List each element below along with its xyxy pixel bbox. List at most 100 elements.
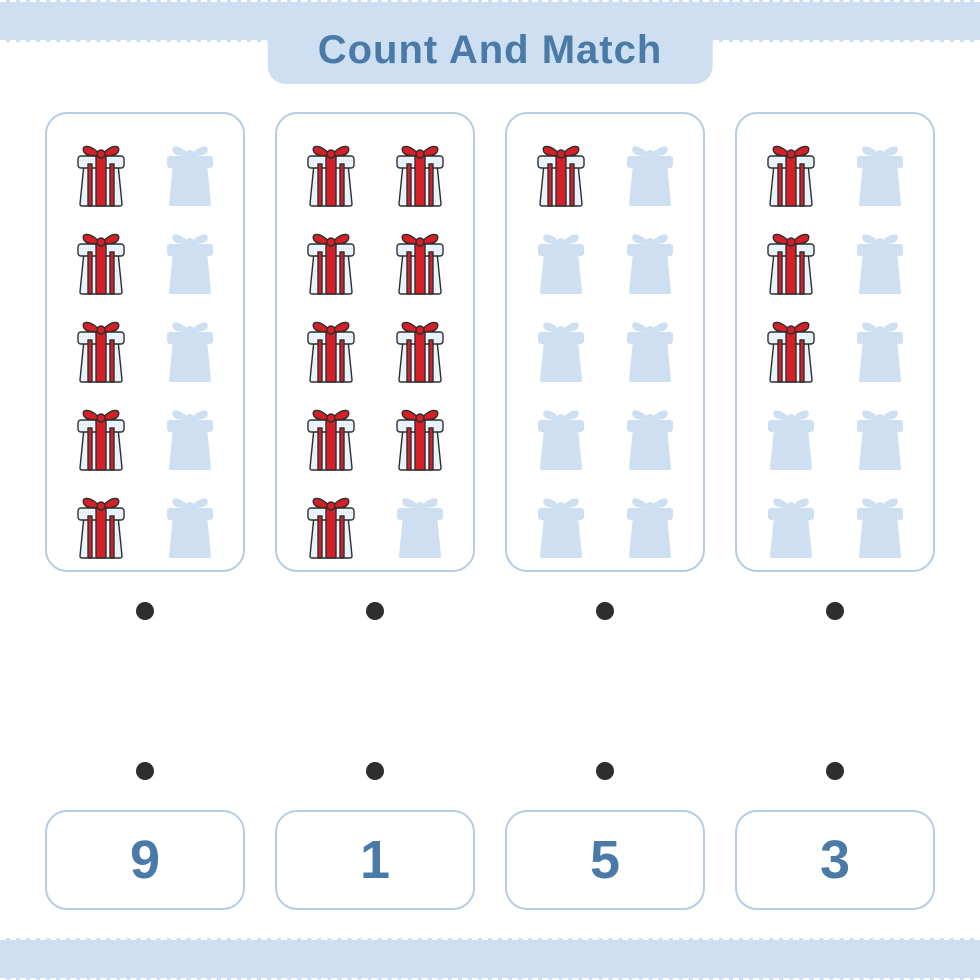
- gift-ghost-icon: [159, 398, 221, 472]
- answers-row: 9 1 5 3: [0, 810, 980, 910]
- gift-filled: [389, 398, 451, 472]
- gift-empty: [530, 398, 592, 472]
- answer-box-4[interactable]: 3: [735, 810, 935, 910]
- gift-filled: [300, 398, 362, 472]
- gift-ghost-icon: [159, 134, 221, 208]
- gift-filled: [70, 222, 132, 296]
- gift-filled: [70, 134, 132, 208]
- gift-ghost-icon: [760, 486, 822, 560]
- gift-filled: [760, 310, 822, 384]
- gift-icon: [760, 134, 822, 208]
- gift-ghost-icon: [849, 486, 911, 560]
- gift-icon: [530, 134, 592, 208]
- gift-filled: [300, 486, 362, 560]
- gift-empty: [619, 134, 681, 208]
- gift-icon: [300, 486, 362, 560]
- dot: [136, 762, 154, 780]
- gift-empty: [760, 486, 822, 560]
- dot: [826, 602, 844, 620]
- gift-empty: [530, 310, 592, 384]
- answer-box-3[interactable]: 5: [505, 810, 705, 910]
- gift-ghost-icon: [619, 486, 681, 560]
- gift-icon: [300, 310, 362, 384]
- gift-icon: [300, 398, 362, 472]
- gift-ghost-icon: [619, 222, 681, 296]
- dot: [366, 602, 384, 620]
- dot: [136, 602, 154, 620]
- gift-ghost-icon: [619, 398, 681, 472]
- gift-ghost-icon: [530, 222, 592, 296]
- gift-filled: [389, 310, 451, 384]
- gift-ghost-icon: [530, 398, 592, 472]
- card-4: [735, 112, 935, 572]
- dot: [826, 762, 844, 780]
- gift-filled: [389, 134, 451, 208]
- gift-empty: [849, 134, 911, 208]
- gift-icon: [389, 134, 451, 208]
- gift-empty: [619, 222, 681, 296]
- gift-ghost-icon: [389, 486, 451, 560]
- gift-ghost-icon: [619, 134, 681, 208]
- gift-ghost-icon: [530, 310, 592, 384]
- gift-empty: [619, 486, 681, 560]
- gift-empty: [159, 222, 221, 296]
- dot: [596, 602, 614, 620]
- card-2: [275, 112, 475, 572]
- gift-filled: [760, 222, 822, 296]
- gift-filled: [760, 134, 822, 208]
- gift-filled: [530, 134, 592, 208]
- gift-filled: [300, 134, 362, 208]
- gift-icon: [70, 134, 132, 208]
- gift-empty: [159, 134, 221, 208]
- gift-ghost-icon: [849, 310, 911, 384]
- gift-ghost-icon: [159, 222, 221, 296]
- gift-filled: [70, 398, 132, 472]
- gift-icon: [389, 310, 451, 384]
- gift-empty: [530, 486, 592, 560]
- gift-icon: [760, 222, 822, 296]
- gift-filled: [70, 310, 132, 384]
- card-3: [505, 112, 705, 572]
- gift-ghost-icon: [849, 134, 911, 208]
- gift-filled: [70, 486, 132, 560]
- gift-ghost-icon: [849, 398, 911, 472]
- gift-icon: [389, 398, 451, 472]
- dot: [366, 762, 384, 780]
- gift-icon: [70, 398, 132, 472]
- gift-icon: [760, 310, 822, 384]
- gift-icon: [70, 310, 132, 384]
- gift-filled: [389, 222, 451, 296]
- title-bar: Count And Match: [268, 16, 713, 84]
- answer-box-1[interactable]: 9: [45, 810, 245, 910]
- dots-row-top: [0, 602, 980, 620]
- gift-ghost-icon: [159, 310, 221, 384]
- answer-box-2[interactable]: 1: [275, 810, 475, 910]
- gift-ghost-icon: [530, 486, 592, 560]
- gift-icon: [389, 222, 451, 296]
- gift-icon: [300, 134, 362, 208]
- gift-ghost-icon: [159, 486, 221, 560]
- gift-empty: [849, 398, 911, 472]
- card-1: [45, 112, 245, 572]
- gift-icon: [70, 222, 132, 296]
- dot: [596, 762, 614, 780]
- gift-filled: [300, 310, 362, 384]
- gift-empty: [619, 398, 681, 472]
- gift-empty: [760, 398, 822, 472]
- gift-empty: [159, 310, 221, 384]
- gift-empty: [389, 486, 451, 560]
- gift-empty: [159, 398, 221, 472]
- cards-row: [0, 112, 980, 572]
- gift-empty: [849, 486, 911, 560]
- gift-empty: [849, 310, 911, 384]
- dots-row-bottom: [0, 762, 980, 780]
- gift-ghost-icon: [849, 222, 911, 296]
- gift-ghost-icon: [760, 398, 822, 472]
- gift-ghost-icon: [619, 310, 681, 384]
- gift-empty: [849, 222, 911, 296]
- bottom-band: [0, 938, 980, 980]
- gift-empty: [619, 310, 681, 384]
- gift-empty: [530, 222, 592, 296]
- gift-filled: [300, 222, 362, 296]
- gift-icon: [300, 222, 362, 296]
